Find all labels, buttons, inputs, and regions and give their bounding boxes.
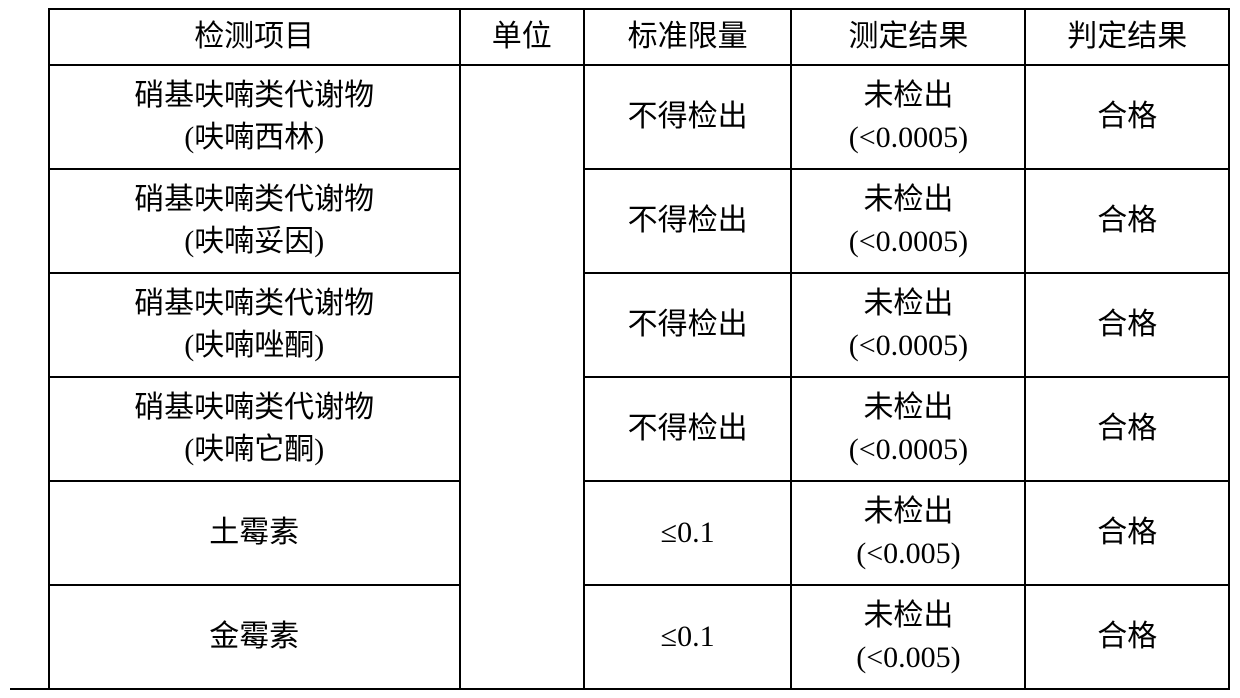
item-line1: 土霉素 xyxy=(209,516,299,549)
test-results-table: 检测项目 单位 标准限量 测定结果 判定结果 硝基呋喃类代谢物 (呋喃西林) 不… xyxy=(10,8,1230,690)
cell-judge: 合格 xyxy=(1025,65,1229,169)
cell-item: 土霉素 xyxy=(49,481,460,585)
cell-limit: 不得检出 xyxy=(584,169,792,273)
item-line1: 硝基呋喃类代谢物 xyxy=(134,79,374,112)
item-line1: 硝基呋喃类代谢物 xyxy=(134,183,374,216)
result-line1: 未检出 xyxy=(863,79,953,112)
item-line1: 硝基呋喃类代谢物 xyxy=(134,287,374,320)
result-line2: (<0.0005) xyxy=(849,225,968,258)
item-line1: 硝基呋喃类代谢物 xyxy=(134,391,374,424)
table-container: 检测项目 单位 标准限量 测定结果 判定结果 硝基呋喃类代谢物 (呋喃西林) 不… xyxy=(0,0,1240,698)
cell-judge: 合格 xyxy=(1025,377,1229,481)
item-line2: (呋喃唑酮) xyxy=(184,329,324,362)
cell-item: 硝基呋喃类代谢物 (呋喃它酮) xyxy=(49,377,460,481)
table-header-row: 检测项目 单位 标准限量 测定结果 判定结果 xyxy=(10,9,1229,65)
item-line2: (呋喃西林) xyxy=(184,121,324,154)
cell-limit: ≤0.1 xyxy=(584,481,792,585)
table-row: 金霉素 ≤0.1 未检出 (<0.005) 合格 xyxy=(10,585,1229,689)
cell-item: 金霉素 xyxy=(49,585,460,689)
leading-empty-cell xyxy=(10,9,49,689)
cell-result: 未检出 (<0.0005) xyxy=(791,65,1025,169)
cell-limit: 不得检出 xyxy=(584,377,792,481)
table-row: 硝基呋喃类代谢物 (呋喃西林) 不得检出 未检出 (<0.0005) 合格 xyxy=(10,65,1229,169)
cell-result: 未检出 (<0.0005) xyxy=(791,377,1025,481)
cell-judge: 合格 xyxy=(1025,585,1229,689)
cell-item: 硝基呋喃类代谢物 (呋喃唑酮) xyxy=(49,273,460,377)
result-line1: 未检出 xyxy=(863,183,953,216)
table-row: 硝基呋喃类代谢物 (呋喃唑酮) 不得检出 未检出 (<0.0005) 合格 xyxy=(10,273,1229,377)
table-row: 硝基呋喃类代谢物 (呋喃妥因) 不得检出 未检出 (<0.0005) 合格 xyxy=(10,169,1229,273)
cell-result: 未检出 (<0.005) xyxy=(791,481,1025,585)
cell-result: 未检出 (<0.005) xyxy=(791,585,1025,689)
result-line2: (<0.0005) xyxy=(849,121,968,154)
cell-judge: 合格 xyxy=(1025,481,1229,585)
col-header-item: 检测项目 xyxy=(49,9,460,65)
result-line1: 未检出 xyxy=(863,495,953,528)
item-line2: (呋喃妥因) xyxy=(184,225,324,258)
table-row: 硝基呋喃类代谢物 (呋喃它酮) 不得检出 未检出 (<0.0005) 合格 xyxy=(10,377,1229,481)
cell-judge: 合格 xyxy=(1025,273,1229,377)
col-header-judge: 判定结果 xyxy=(1025,9,1229,65)
result-line1: 未检出 xyxy=(863,391,953,424)
result-line2: (<0.005) xyxy=(856,641,960,674)
cell-result: 未检出 (<0.0005) xyxy=(791,273,1025,377)
col-header-limit: 标准限量 xyxy=(584,9,792,65)
col-header-result: 测定结果 xyxy=(791,9,1025,65)
cell-item: 硝基呋喃类代谢物 (呋喃西林) xyxy=(49,65,460,169)
cell-limit: 不得检出 xyxy=(584,273,792,377)
cell-judge: 合格 xyxy=(1025,169,1229,273)
cell-unit-merged xyxy=(460,65,584,689)
result-line2: (<0.0005) xyxy=(849,329,968,362)
result-line1: 未检出 xyxy=(863,599,953,632)
cell-limit: 不得检出 xyxy=(584,65,792,169)
cell-limit: ≤0.1 xyxy=(584,585,792,689)
item-line2: (呋喃它酮) xyxy=(184,433,324,466)
cell-result: 未检出 (<0.0005) xyxy=(791,169,1025,273)
result-line1: 未检出 xyxy=(863,287,953,320)
table-row: 土霉素 ≤0.1 未检出 (<0.005) 合格 xyxy=(10,481,1229,585)
result-line2: (<0.0005) xyxy=(849,433,968,466)
result-line2: (<0.005) xyxy=(856,537,960,570)
cell-item: 硝基呋喃类代谢物 (呋喃妥因) xyxy=(49,169,460,273)
item-line1: 金霉素 xyxy=(209,620,299,653)
col-header-unit: 单位 xyxy=(460,9,584,65)
